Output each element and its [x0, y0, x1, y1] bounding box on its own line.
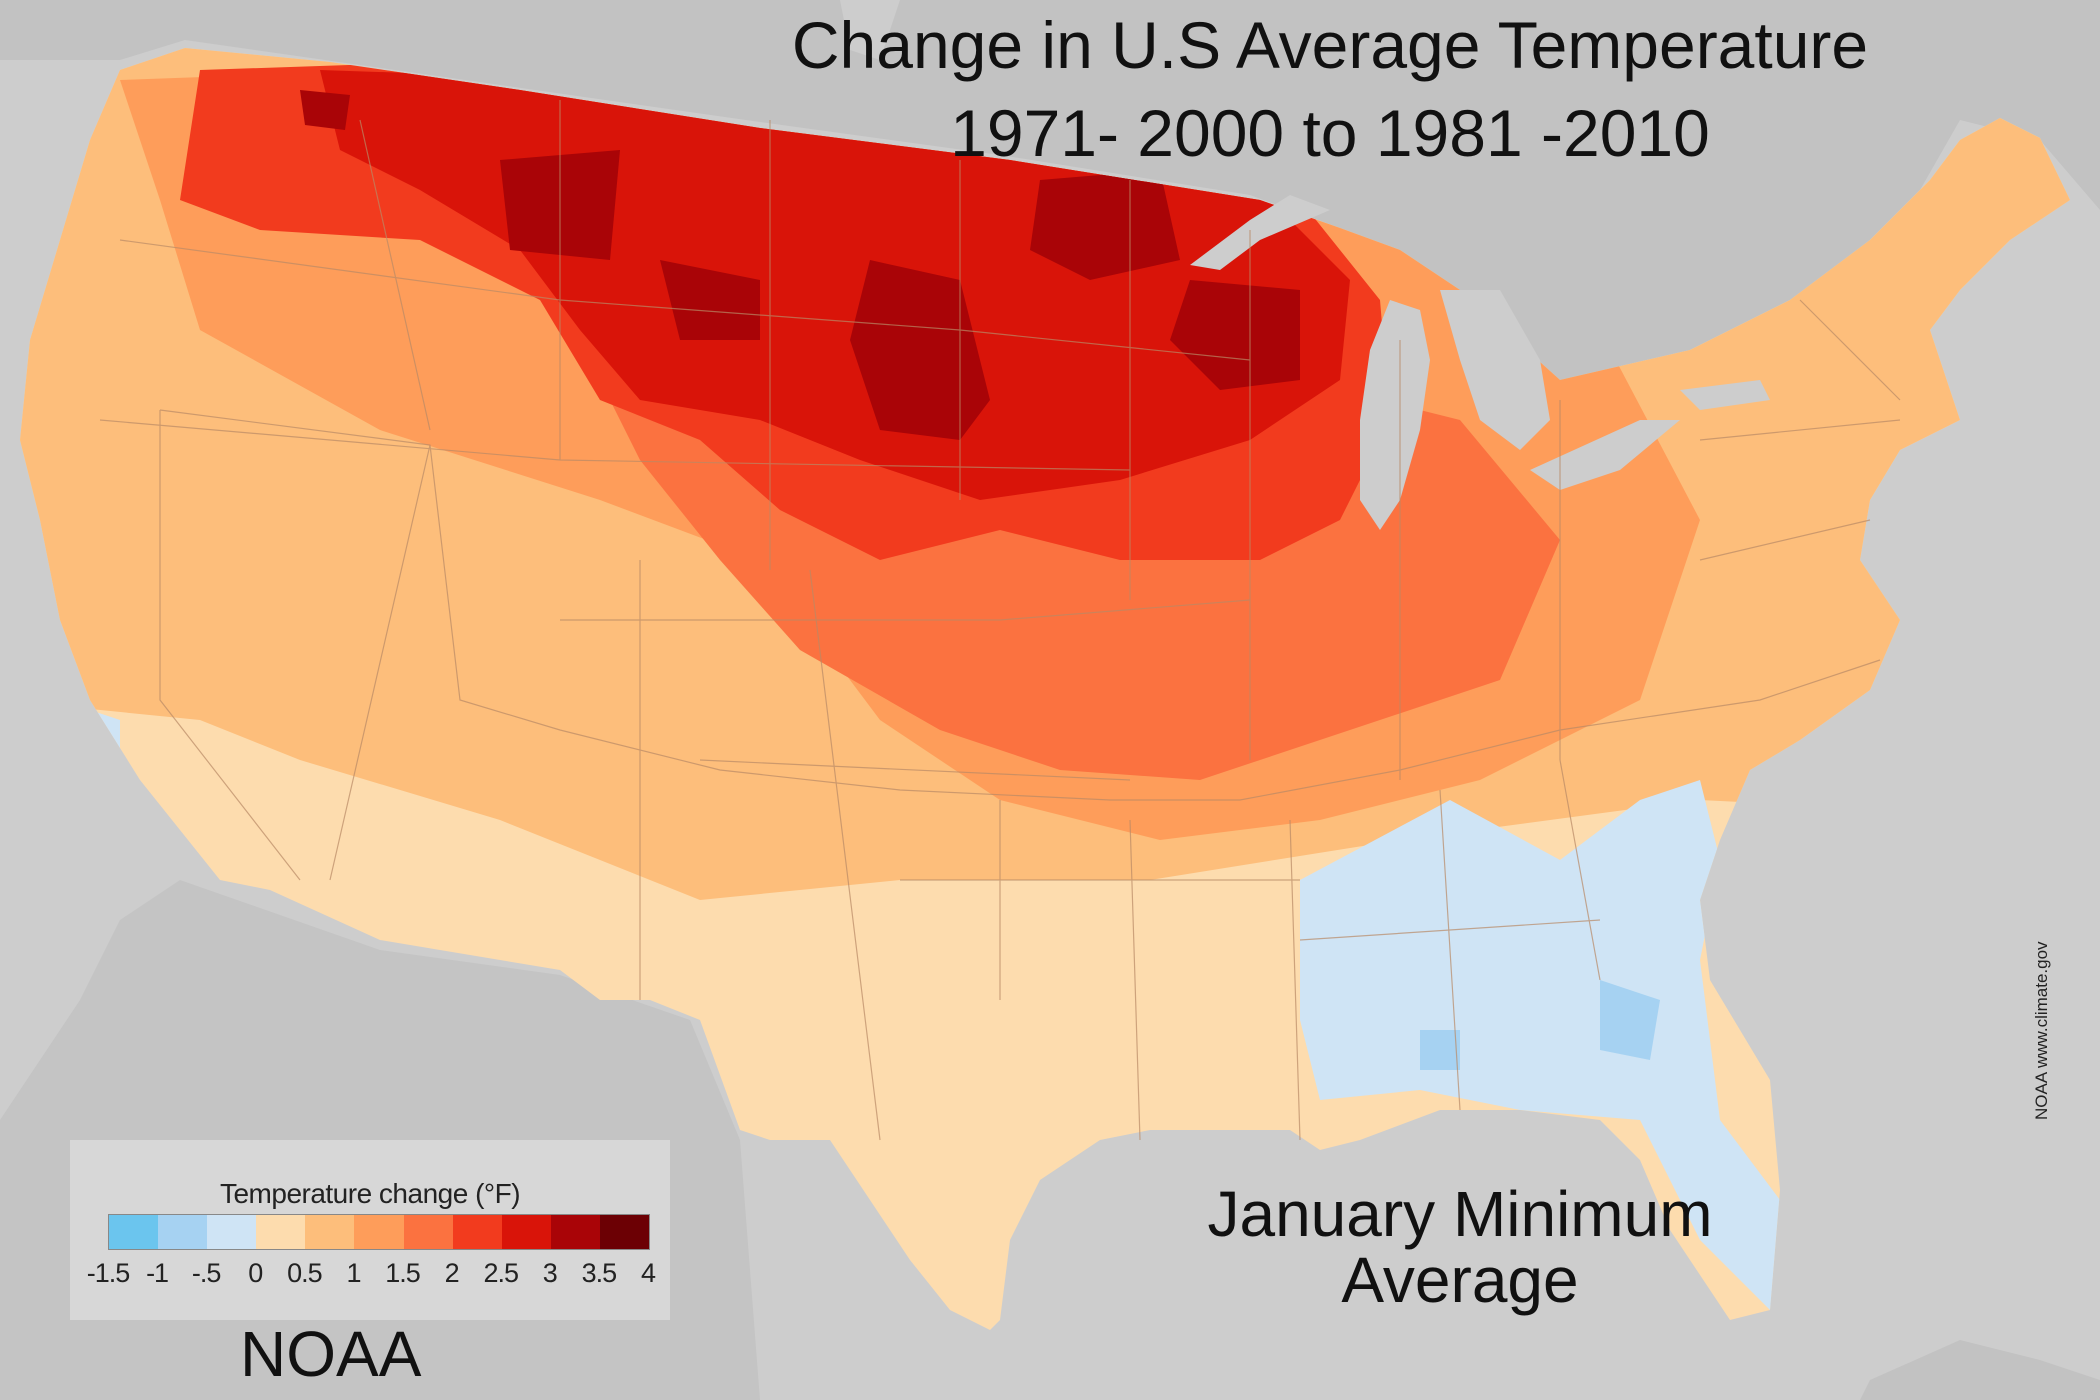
lake-winnipeg [840, 0, 900, 60]
legend-tick-label: 3.5 [581, 1258, 618, 1288]
lake-michigan [1360, 300, 1430, 530]
map-subtitle: January Minimum Average [1120, 1178, 1800, 1316]
band-3-3.5 [300, 90, 1300, 440]
legend-tick-labels: -1.5 -1 -.5 0 0.5 1 1.5 2 2.5 3 3.5 4 [87, 1258, 656, 1292]
legend-swatch [501, 1215, 551, 1249]
legend-tick-label: 0 [248, 1258, 263, 1288]
legend-swatch [256, 1215, 306, 1249]
legend-swatch [403, 1215, 453, 1249]
subtitle-line-2: Average [1341, 1243, 1579, 1316]
legend-swatch [550, 1215, 600, 1249]
legend-tick-label: 2.5 [483, 1258, 519, 1288]
band-cool-neg0.5-neg1 [1420, 980, 1660, 1070]
canada-land [0, 0, 2100, 390]
legend-swatch [109, 1215, 159, 1249]
legend-tick-label: 2 [444, 1258, 460, 1288]
lake-erie [1530, 420, 1680, 490]
legend: Temperature change (°F) -1.5 -1 -.5 0 0.5 1 1.… [70, 1140, 670, 1320]
legend-swatch [305, 1215, 355, 1249]
legend-swatch [207, 1215, 257, 1249]
legend-tick-label: 3 [542, 1258, 558, 1288]
legend-tick-label: -1 [146, 1258, 169, 1288]
legend-tick-label: 4 [640, 1258, 656, 1288]
legend-color-bar [108, 1214, 650, 1250]
legend-swatch [452, 1215, 502, 1249]
legend-tick-label: 1.5 [385, 1258, 421, 1288]
legend-tick-label: 1 [346, 1258, 361, 1288]
map-title-line-1: Change in U.S Average Temperature [791, 8, 1869, 82]
legend-swatch [354, 1215, 404, 1249]
legend-tick-label: -1.5 [86, 1258, 131, 1288]
lake-superior [1190, 195, 1330, 270]
cuba-land [1860, 1340, 2100, 1400]
band-cool-0-neg0.5 [60, 700, 1790, 1330]
legend-swatch [599, 1215, 650, 1249]
map-title-line-2: 1971- 2000 to 1981 -2010 [950, 96, 1710, 170]
lake-ontario [1680, 380, 1770, 410]
noaa-brand-label: NOAA [240, 1318, 422, 1390]
subtitle-line-1: January Minimum [1207, 1178, 1713, 1250]
legend-tick-label: -.5 [191, 1258, 222, 1288]
state-borders [99, 100, 1901, 1141]
legend-swatch [158, 1215, 208, 1249]
legend-tick-label: 0.5 [287, 1258, 323, 1288]
lake-huron [1440, 290, 1550, 450]
credit-line: NOAA www.climate.gov [2032, 941, 2051, 1120]
legend-title: Temperature change (°F) [219, 1178, 521, 1209]
